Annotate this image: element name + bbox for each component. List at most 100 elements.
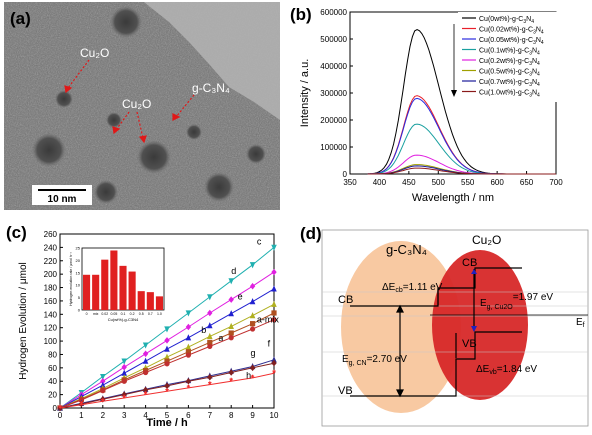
data-point — [164, 361, 170, 367]
data-point — [185, 310, 192, 317]
data-point — [164, 382, 170, 390]
data-point: * — [208, 381, 211, 390]
series-d — [57, 268, 277, 412]
data-point — [185, 323, 192, 331]
tem-image-panel: (a) Cu₂O Cu₂O g-C₃N₄ 10 nm — [4, 2, 280, 210]
vb-left-label: VB — [338, 385, 353, 397]
data-point — [207, 343, 213, 350]
data-point — [271, 244, 277, 251]
data-point — [249, 262, 256, 269]
inset-y-tick-label: 10 — [76, 283, 81, 288]
data-point — [250, 321, 256, 327]
series-label: f — [268, 338, 271, 348]
legend-label: Cu(1.0wt%)-g-C3N4 — [479, 90, 540, 99]
cb-arrow-icon — [471, 269, 477, 274]
data-point — [121, 391, 127, 398]
data-point: * — [187, 384, 190, 393]
band-diagram: (d) g-C₃N₄ Cu₂O CB VB CB VB ΔEcb=1.11 eV — [300, 224, 589, 427]
y-tick-label: 100000 — [320, 143, 347, 152]
series-label: h — [246, 371, 251, 381]
x-tick-label: 0 — [58, 411, 63, 420]
data-point: * — [230, 377, 233, 386]
inset-x-tick-label: 0.2 — [130, 312, 135, 316]
x-tick-label: 700 — [549, 178, 563, 187]
x-tick-label: 500 — [432, 178, 446, 187]
delta-ecb-label: ΔEcb=1.11 eV — [382, 282, 443, 294]
series-line-7 — [367, 167, 556, 175]
data-point — [271, 300, 277, 307]
series-label: g — [250, 348, 255, 358]
data-point — [249, 298, 256, 305]
inset-x-tick-label: 0.7 — [148, 312, 153, 316]
data-point: * — [165, 387, 168, 396]
label-g-c3n4: g-C₃N₄ — [192, 81, 230, 95]
x-tick-label: 1 — [79, 411, 84, 420]
label-cu2o-2: Cu₂O — [122, 97, 151, 111]
data-point — [228, 278, 234, 285]
data-point — [249, 364, 256, 372]
inset-bar — [83, 274, 91, 310]
data-point — [228, 310, 234, 317]
data-point — [207, 332, 213, 339]
x-tick-label: 400 — [373, 178, 387, 187]
series-label: b — [201, 325, 206, 335]
cu2o-title: Cu₂O — [472, 233, 501, 247]
data-point — [228, 296, 234, 303]
series-a-mix — [57, 317, 277, 411]
data-point: * — [123, 394, 126, 403]
data-point — [271, 310, 277, 316]
x-tick-label: 10 — [270, 411, 279, 420]
data-point — [185, 334, 192, 341]
y-tick-label: 400000 — [320, 62, 347, 71]
data-point — [185, 352, 191, 358]
y-tick-label: 200000 — [320, 116, 347, 125]
y-tick-label: 600000 — [320, 8, 347, 17]
x-tick-label: 4 — [143, 411, 148, 420]
series-label: d — [231, 266, 236, 276]
data-point — [207, 294, 213, 301]
data-point — [142, 386, 149, 394]
hydrogen-evolution-panel: (c) 0 1 2 3 4 5 6 7 8 9 10 0 20 40 60 80 100 120 140 160 180… — [4, 222, 294, 430]
inset-y-tick-label: 5 — [78, 295, 81, 300]
x-tick-label: 550 — [461, 178, 475, 187]
series-label: a — [218, 333, 223, 343]
inset-x-tick-label: mix — [93, 312, 99, 316]
x-tick-label: 7 — [208, 411, 213, 420]
data-point — [185, 377, 192, 385]
tem-image: (a) Cu₂O Cu₂O g-C₃N₄ 10 nm — [4, 2, 280, 210]
inset-x-tick-label: 0.02 — [101, 312, 108, 316]
y-tick-label: 140 — [44, 310, 58, 319]
x-tick-label: 450 — [402, 178, 416, 187]
y-axis-label: Hydrogen Evolution / μmol — [18, 262, 29, 380]
series-line-2 — [367, 97, 556, 175]
inset-y-tick-label: 15 — [76, 270, 81, 275]
data-point — [142, 357, 149, 364]
data-point — [228, 369, 234, 376]
inset-y-tick-label: 0 — [78, 308, 81, 313]
inset-x-tick-label: 0.05 — [110, 312, 117, 316]
inset-x-label: Cu(wt%)-g-C3N4 — [108, 317, 139, 322]
data-point — [142, 342, 149, 349]
data-point — [142, 350, 149, 358]
cu2o-ellipse — [432, 250, 528, 400]
inset-x-tick-label: 1.0 — [157, 312, 162, 316]
y-tick-label: 20 — [48, 391, 57, 400]
x-tick-label: 8 — [229, 411, 234, 420]
g-c3n4-ellipse — [341, 241, 461, 413]
data-point — [100, 396, 106, 403]
panel-c-tag: (c) — [6, 223, 27, 242]
data-point — [100, 373, 106, 381]
vb-right-label: VB — [462, 338, 477, 350]
data-point: * — [58, 404, 61, 413]
y-tick-label: 80 — [48, 350, 57, 359]
series-h: * * * * * * * * * * * — [58, 369, 276, 413]
legend-label: Cu(0.02wt%)-g-C3N4 — [479, 27, 544, 36]
legend-label: Cu(0.5wt%)-g-C3N4 — [479, 69, 540, 78]
inset-bar — [119, 265, 127, 310]
y-tick-label: 0 — [343, 170, 348, 179]
data-point — [207, 373, 213, 381]
x-axis-label: Wavelength / nm — [412, 192, 494, 204]
data-point: * — [101, 397, 104, 406]
y-tick-label: 240 — [44, 243, 58, 252]
panel-a-tag: (a) — [10, 9, 31, 28]
